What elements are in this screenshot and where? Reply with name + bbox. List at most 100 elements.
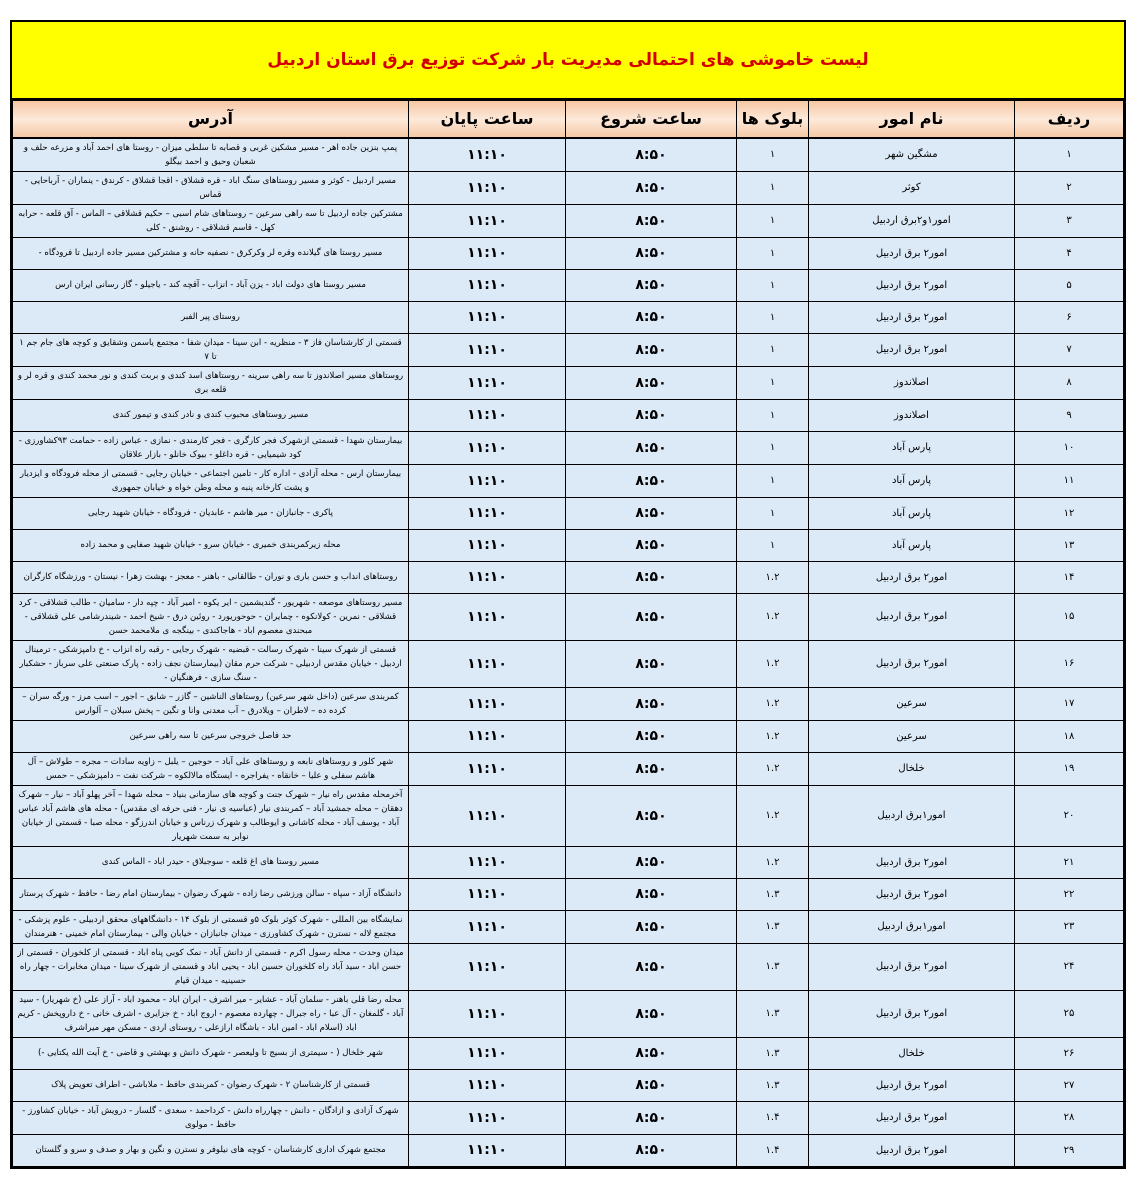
end-time-cell: ۱۱:۱۰	[408, 751, 566, 786]
address-cell: دانشگاه آزاد - سپاه - سالن ورزشی رضا زاد…	[12, 877, 409, 911]
end-time-cell: ۱۱:۱۰	[408, 463, 566, 498]
end-time-cell: ۱۱:۱۰	[408, 942, 566, 991]
table-row: ۷ امور۲ برق اردبیل ۱ ۸:۵۰ ۱۱:۱۰ قسمتی از کارش…	[12, 332, 1124, 367]
table-row: ۲۷ امور۲ برق اردبیل ۱.۳ ۸:۵۰ ۱۱:۱۰ قسمتی از ک…	[12, 1068, 1124, 1102]
address-cell: پاکری - جانبازان - میر هاشم - عابدیان - …	[12, 496, 409, 530]
header-row-number: ردیف	[1014, 100, 1124, 139]
district-name-cell: پارس آباد	[808, 496, 1015, 530]
row-number-cell: ۲۶	[1014, 1036, 1124, 1070]
row-number-cell: ۹	[1014, 398, 1124, 432]
table-row: ۴ امور۲ برق اردبیل ۱ ۸:۵۰ ۱۱:۱۰ مسیر روستا ها…	[12, 236, 1124, 270]
blocks-cell: ۱.۲	[736, 719, 809, 753]
address-cell: قسمتی از کارشناسان فاز ۳ - منظریه - ابن …	[12, 332, 409, 367]
district-name-cell: مشگین شهر	[808, 137, 1015, 172]
table-row: ۲۴ امور۲ برق اردبیل ۱.۳ ۸:۵۰ ۱۱:۱۰ میدان وحدت…	[12, 942, 1124, 991]
start-time-cell: ۸:۵۰	[565, 430, 737, 465]
district-name-cell: کوثر	[808, 170, 1015, 205]
district-name-cell: پارس آباد	[808, 430, 1015, 465]
start-time-cell: ۸:۵۰	[565, 942, 737, 991]
table-row: ۱۰ پارس آباد ۱ ۸:۵۰ ۱۱:۱۰ بیمارستان شهدا - قس…	[12, 430, 1124, 465]
blocks-cell: ۱.۳	[736, 989, 809, 1038]
table-row: ۱۸ سرعین ۱.۲ ۸:۵۰ ۱۱:۱۰ حد فاصل خروجی سرعین ت…	[12, 719, 1124, 753]
district-name-cell: امور۲ برق اردبیل	[808, 268, 1015, 302]
address-cell: بیمارستان شهدا - قسمتی ازشهرک فجر کارگری…	[12, 430, 409, 465]
blocks-cell: ۱.۳	[736, 909, 809, 944]
district-name-cell: امور۲ برق اردبیل	[808, 639, 1015, 688]
end-time-cell: ۱۱:۱۰	[408, 1036, 566, 1070]
table-row: ۲۵ امور۲ برق اردبیل ۱.۳ ۸:۵۰ ۱۱:۱۰ محله رضا ق…	[12, 989, 1124, 1038]
blocks-cell: ۱	[736, 365, 809, 400]
start-time-cell: ۸:۵۰	[565, 719, 737, 753]
start-time-cell: ۸:۵۰	[565, 528, 737, 562]
blocks-cell: ۱	[736, 268, 809, 302]
table-row: ۱۴ امور۲ برق اردبیل ۱.۲ ۸:۵۰ ۱۱:۱۰ روستاهای ا…	[12, 560, 1124, 594]
row-number-cell: ۱۷	[1014, 686, 1124, 721]
start-time-cell: ۸:۵۰	[565, 332, 737, 367]
table-row: ۲۹ امور۲ برق اردبیل ۱.۴ ۸:۵۰ ۱۱:۱۰ مجتمع شهرک…	[12, 1133, 1124, 1167]
end-time-cell: ۱۱:۱۰	[408, 877, 566, 911]
address-cell: مسیر روستاهای موصعه - شهریور - گندیشمین …	[12, 592, 409, 641]
row-number-cell: ۳	[1014, 203, 1124, 238]
header-blocks: بلوک ها	[736, 100, 809, 139]
blocks-cell: ۱	[736, 398, 809, 432]
address-cell: بیمارستان ارس - محله آزادی - اداره کار -…	[12, 463, 409, 498]
address-cell: روستاهای مسیر اصلاندوز تا سه راهی سرینه …	[12, 365, 409, 400]
address-cell: آخرمحله مقدس راه نیار – شهرک جنت و کوچه …	[12, 784, 409, 847]
address-cell: نمایشگاه بین المللی - شهرک کوثر بلوک ۵و …	[12, 909, 409, 944]
end-time-cell: ۱۱:۱۰	[408, 1133, 566, 1167]
address-cell: روستاهای انداب و حسن باری و نوران - طالق…	[12, 560, 409, 594]
blocks-cell: ۱.۲	[736, 639, 809, 688]
start-time-cell: ۸:۵۰	[565, 203, 737, 238]
address-cell: شهرک آزادی و ازادگان - دانش - چهارراه دا…	[12, 1100, 409, 1135]
header-address: آدرس	[12, 100, 409, 139]
blocks-cell: ۱.۲	[736, 592, 809, 641]
row-number-cell: ۱۵	[1014, 592, 1124, 641]
district-name-cell: پارس آباد	[808, 528, 1015, 562]
address-cell: مسیر روستا های گیلانده وقره لر وکرکرق - …	[12, 236, 409, 270]
row-number-cell: ۴	[1014, 236, 1124, 270]
blocks-cell: ۱.۳	[736, 1068, 809, 1102]
table-row: ۱۷ سرعین ۱.۲ ۸:۵۰ ۱۱:۱۰ کمربندی سرعین (داخل ش…	[12, 686, 1124, 721]
district-name-cell: سرعین	[808, 686, 1015, 721]
table-row: ۵ امور۲ برق اردبیل ۱ ۸:۵۰ ۱۱:۱۰ مسیر روستا ها…	[12, 268, 1124, 302]
address-cell: میدان وحدت - محله رسول اکرم - قسمتی از د…	[12, 942, 409, 991]
row-number-cell: ۲۵	[1014, 989, 1124, 1038]
row-number-cell: ۱	[1014, 137, 1124, 172]
row-number-cell: ۱۲	[1014, 496, 1124, 530]
address-cell: قسمتی از کارشناسان ۲ - شهرک رضوان - کمرب…	[12, 1068, 409, 1102]
end-time-cell: ۱۱:۱۰	[408, 236, 566, 270]
row-number-cell: ۲۲	[1014, 877, 1124, 911]
table-row: ۱۶ امور۲ برق اردبیل ۱.۲ ۸:۵۰ ۱۱:۱۰ قسمتی از ش…	[12, 639, 1124, 688]
end-time-cell: ۱۱:۱۰	[408, 909, 566, 944]
district-name-cell: امور۲ برق اردبیل	[808, 989, 1015, 1038]
district-name-cell: امور۲ برق اردبیل	[808, 332, 1015, 367]
end-time-cell: ۱۱:۱۰	[408, 989, 566, 1038]
row-number-cell: ۲۴	[1014, 942, 1124, 991]
start-time-cell: ۸:۵۰	[565, 784, 737, 847]
district-name-cell: امور۲ برق اردبیل	[808, 592, 1015, 641]
address-cell: شهر خلخال ( - سیمتری از بسیج تا ولیعصر -…	[12, 1036, 409, 1070]
row-number-cell: ۷	[1014, 332, 1124, 367]
table-row: ۲۸ امور۲ برق اردبیل ۱.۴ ۸:۵۰ ۱۱:۱۰ شهرک آزادی…	[12, 1100, 1124, 1135]
row-number-cell: ۱۶	[1014, 639, 1124, 688]
address-cell: روستای پیر الفبر	[12, 300, 409, 334]
district-name-cell: امور۲ برق اردبیل	[808, 845, 1015, 879]
row-number-cell: ۱۴	[1014, 560, 1124, 594]
end-time-cell: ۱۱:۱۰	[408, 845, 566, 879]
row-number-cell: ۶	[1014, 300, 1124, 334]
district-name-cell: امور۲ برق اردبیل	[808, 236, 1015, 270]
table-row: ۲۰ امور۱برق اردبیل ۱.۲ ۸:۵۰ ۱۱:۱۰ آخرمحله مقد…	[12, 784, 1124, 847]
table-row: ۲۲ امور۲ برق اردبیل ۱.۳ ۸:۵۰ ۱۱:۱۰ دانشگاه آز…	[12, 877, 1124, 911]
start-time-cell: ۸:۵۰	[565, 845, 737, 879]
district-name-cell: امور۱و۲برق اردبیل	[808, 203, 1015, 238]
district-name-cell: امور۲ برق اردبیل	[808, 1100, 1015, 1135]
outage-schedule-document: لیست خاموشی های احتمالی مدیریت بار شرکت …	[10, 20, 1126, 1169]
district-name-cell: پارس آباد	[808, 463, 1015, 498]
address-cell: کمربندی سرعین (داخل شهر سرعین) روستاهای …	[12, 686, 409, 721]
start-time-cell: ۸:۵۰	[565, 398, 737, 432]
end-time-cell: ۱۱:۱۰	[408, 686, 566, 721]
start-time-cell: ۸:۵۰	[565, 496, 737, 530]
table-row: ۱۲ پارس آباد ۱ ۸:۵۰ ۱۱:۱۰ پاکری - جانبازان - …	[12, 496, 1124, 530]
start-time-cell: ۸:۵۰	[565, 170, 737, 205]
row-number-cell: ۱۸	[1014, 719, 1124, 753]
